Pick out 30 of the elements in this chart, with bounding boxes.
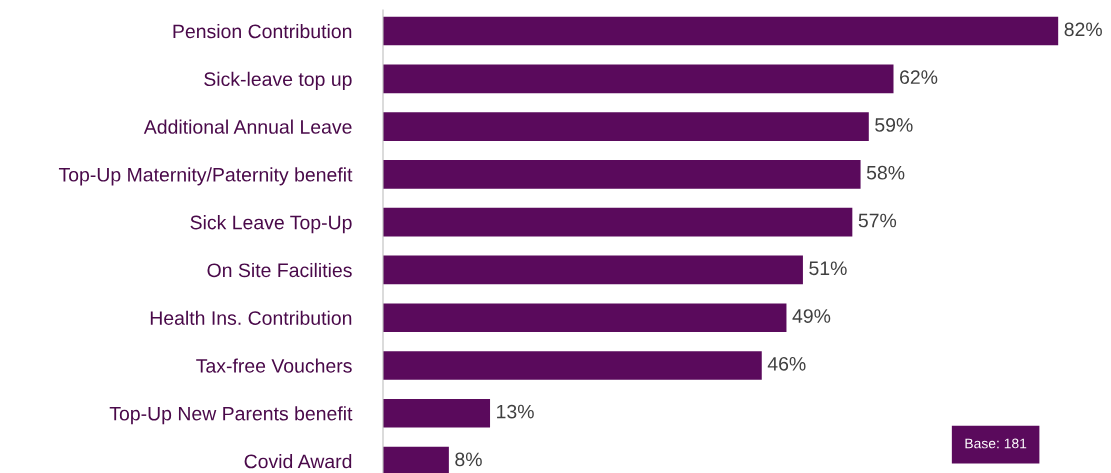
bar <box>383 398 491 428</box>
bar <box>383 160 861 189</box>
y-tick-label: Health Ins. Contribution <box>150 310 352 325</box>
y-tick-label: Tax-free Vouchers <box>196 358 352 373</box>
data-label: 62% <box>900 70 938 85</box>
data-label: 51% <box>809 261 847 276</box>
data-label: 13% <box>497 404 534 419</box>
bar <box>383 64 894 94</box>
bar <box>383 16 1059 46</box>
y-tick-label: Sick Leave Top-Up <box>190 215 352 234</box>
bar <box>383 207 853 237</box>
y-tick-label: Sick-leave top up <box>204 71 352 90</box>
y-tick-label: Additional Annual Leave <box>143 119 352 134</box>
y-tick-label: Top-Up New Parents benefit <box>109 406 353 425</box>
bar <box>383 351 762 380</box>
data-label: 58% <box>866 165 905 180</box>
annotation: Base: 181 <box>965 438 1027 449</box>
y-tick-label: Pension Contribution <box>173 23 352 39</box>
y-tick-label: Covid Award <box>244 454 352 469</box>
y-tick-label: On Site Facilities <box>207 262 352 278</box>
data-label: 57% <box>858 213 897 228</box>
y-tick-label: Top-Up Maternity/Paternity benefit <box>58 167 353 186</box>
data-label: 82% <box>1064 22 1102 37</box>
bar <box>383 112 869 141</box>
data-label: 8% <box>455 452 482 467</box>
bar <box>383 303 787 333</box>
bar <box>383 255 803 285</box>
data-label: 49% <box>792 309 831 323</box>
data-label: 46% <box>767 356 806 371</box>
data-label: 59% <box>875 118 913 132</box>
